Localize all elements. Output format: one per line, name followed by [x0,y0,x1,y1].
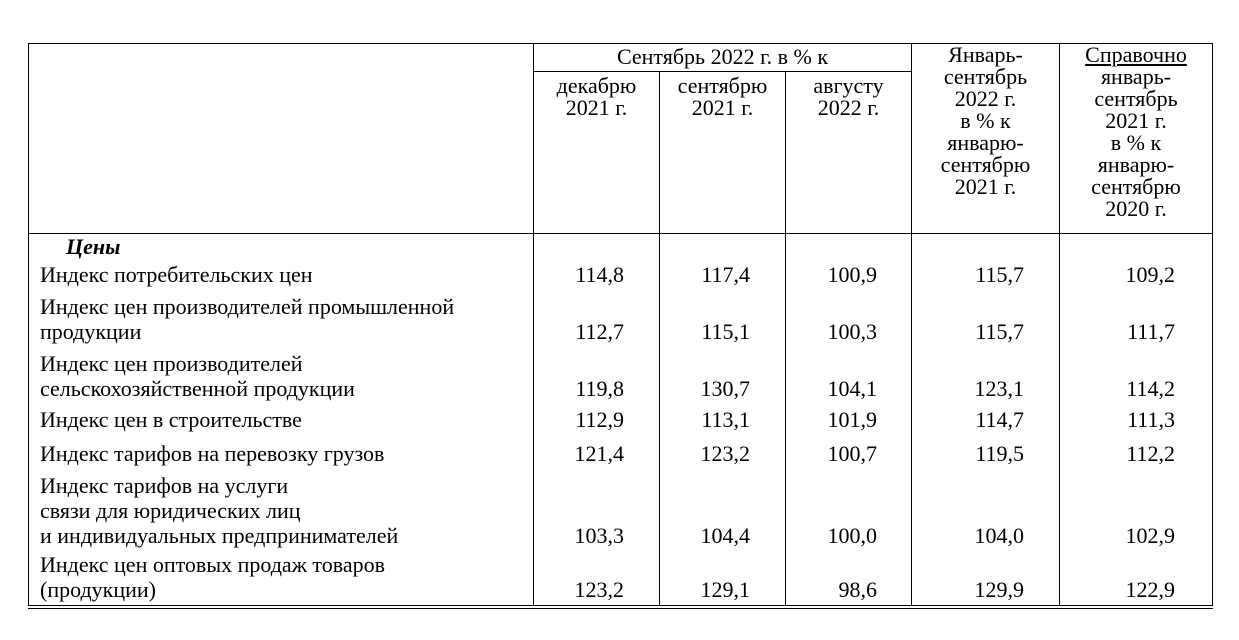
cell-value: 109,2 [1059,260,1213,290]
header-reference: Справочно январь- сентябрь 2021 г. в % к… [1059,42,1213,234]
table-row: Индекс цен оптовых продаж товаров (проду… [28,551,1213,609]
cell-value: 111,3 [1059,404,1213,435]
header-group-september-2022: Сентябрь 2022 г. в % к [533,43,912,72]
cell-value: 123,2 [659,435,786,469]
cell-value: 100,7 [785,435,912,469]
cell-value: 100,0 [785,469,912,551]
table-row: Индекс тарифов на услуги связи для юриди… [28,469,1213,551]
cell-value: 114,2 [1059,347,1213,404]
cell-value: 101,9 [785,404,912,435]
cell-value: 100,9 [785,260,912,290]
header-reference-title: Справочно [1085,42,1187,67]
table-row: Индекс тарифов на перевозку грузов 121,4… [28,435,1213,469]
header-reference-body: январь- сентябрь 2021 г. в % к январю- с… [1091,64,1181,221]
cell-value: 123,2 [533,551,660,609]
cell-value: 112,7 [533,290,660,347]
cell-value: 104,4 [659,469,786,551]
table-row: Индекс цен в строительстве 112,9 113,1 1… [28,404,1213,435]
cell-value: 103,3 [533,469,660,551]
header-vs-december-2021: декабрю 2021 г. [533,71,660,234]
cell-value: 119,8 [533,347,660,404]
cell-value: 121,4 [533,435,660,469]
cell-value: 113,1 [659,404,786,435]
cell-value: 115,7 [911,290,1060,347]
price-index-table-container: Сентябрь 2022 г. в % к Январь- сентябрь … [28,43,1213,614]
row-label: Индекс цен в строительстве [28,404,534,435]
cell-value: 112,9 [533,404,660,435]
cell-value: 98,6 [785,551,912,609]
cell-value: 104,0 [911,469,1060,551]
cell-value: 114,8 [533,260,660,290]
header-vs-august-2022: августу 2022 г. [785,71,912,234]
row-label: Индекс цен оптовых продаж товаров (проду… [28,551,534,609]
cell-value: 100,3 [785,290,912,347]
cell-value: 129,1 [659,551,786,609]
header-vs-september-2021: сентябрю 2021 г. [659,71,786,234]
table-row: Индекс потребительских цен 114,8 117,4 1… [28,260,1213,290]
table-row: Индекс цен производителей промышленной п… [28,290,1213,347]
cell-value: 112,2 [1059,435,1213,469]
cell-value: 111,7 [1059,290,1213,347]
price-index-table: Сентябрь 2022 г. в % к Январь- сентябрь … [28,43,1213,609]
row-label: Индекс цен производителей сельскохозяйст… [28,347,534,404]
row-label: Индекс потребительских цен [28,260,534,290]
cell-value: 114,7 [911,404,1060,435]
cell-value: 102,9 [1059,469,1213,551]
cell-value: 122,9 [1059,551,1213,609]
cell-value: 104,1 [785,347,912,404]
row-label: Индекс цен производителей промышленной п… [28,290,534,347]
cell-value: 115,7 [911,260,1060,290]
header-empty-cell [28,43,534,234]
row-label: Индекс тарифов на услуги связи для юриди… [28,469,534,551]
cell-value: 115,1 [659,290,786,347]
cell-value: 130,7 [659,347,786,404]
cell-value: 119,5 [911,435,1060,469]
section-row: Цены [28,233,1213,260]
cell-value: 129,9 [911,551,1060,609]
table-row: Индекс цен производителей сельскохозяйст… [28,347,1213,404]
cell-value: 117,4 [659,260,786,290]
cell-value: 123,1 [911,347,1060,404]
row-label: Индекс тарифов на перевозку грузов [28,435,534,469]
header-jan-sep-2022: Январь- сентябрь 2022 г. в % к январю- с… [911,43,1060,234]
section-title: Цены [28,233,534,260]
